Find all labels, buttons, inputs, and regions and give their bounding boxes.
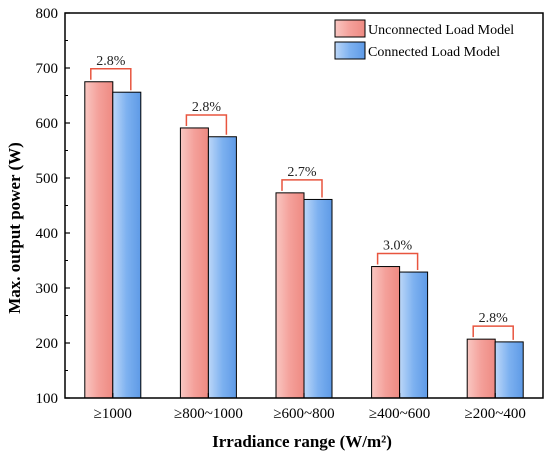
annotations-layer: 2.8% 2.8% 2.7% 3.0% 2.8% [90, 54, 514, 340]
bar-unconnected [466, 338, 496, 399]
difference-bracket [90, 68, 132, 91]
x-tick-label: ≥400~600 [369, 406, 430, 422]
x-tick-label: ≥1000 [94, 406, 132, 422]
bar-unconnected [275, 192, 305, 399]
y-axis-title: Max. output power (W) [5, 142, 24, 314]
x-axis: ≥1000 ≥800~1000 ≥600~800 ≥400~600 ≥200~400 [94, 393, 526, 422]
y-tick-label: 200 [36, 336, 59, 352]
y-tick-label: 300 [36, 281, 59, 297]
difference-label: 2.8% [96, 54, 126, 69]
legend-swatch [334, 41, 366, 60]
legend: Unconnected Load Model Connected Load Mod… [334, 19, 514, 60]
difference-label: 3.0% [383, 239, 413, 254]
bar-unconnected [371, 266, 401, 399]
difference-bracket [185, 114, 228, 135]
difference-label: 2.8% [192, 100, 222, 115]
legend-label: Unconnected Load Model [368, 23, 514, 38]
difference-bracket [281, 179, 323, 198]
y-tick-label: 600 [36, 116, 59, 132]
legend-label: Connected Load Model [368, 45, 500, 60]
bar-connected [112, 91, 142, 399]
difference-label: 2.7% [287, 165, 317, 180]
bar-connected [207, 136, 237, 399]
bar-connected [494, 341, 524, 399]
y-axis: 100 200 300 400 500 600 700 800 [36, 6, 70, 407]
x-tick-label: ≥600~800 [273, 406, 334, 422]
y-tick-label: 400 [36, 226, 59, 242]
difference-label: 2.8% [479, 311, 509, 326]
x-axis-title: Irradiance range (W/m²) [212, 432, 392, 451]
bars-layer [84, 81, 524, 399]
difference-bracket [376, 252, 419, 271]
y-tick-label: 500 [36, 171, 59, 187]
bar-connected [303, 198, 333, 399]
y-tick-label: 700 [36, 61, 59, 77]
legend-swatch [334, 19, 366, 38]
y-tick-label: 100 [36, 391, 59, 407]
x-tick-label: ≥800~1000 [174, 406, 243, 422]
difference-bracket [472, 325, 514, 340]
bar-unconnected [84, 81, 114, 399]
bar-connected [399, 271, 429, 399]
y-tick-label: 800 [36, 6, 59, 22]
bar-unconnected [179, 127, 209, 399]
x-tick-label: ≥200~400 [465, 406, 526, 422]
